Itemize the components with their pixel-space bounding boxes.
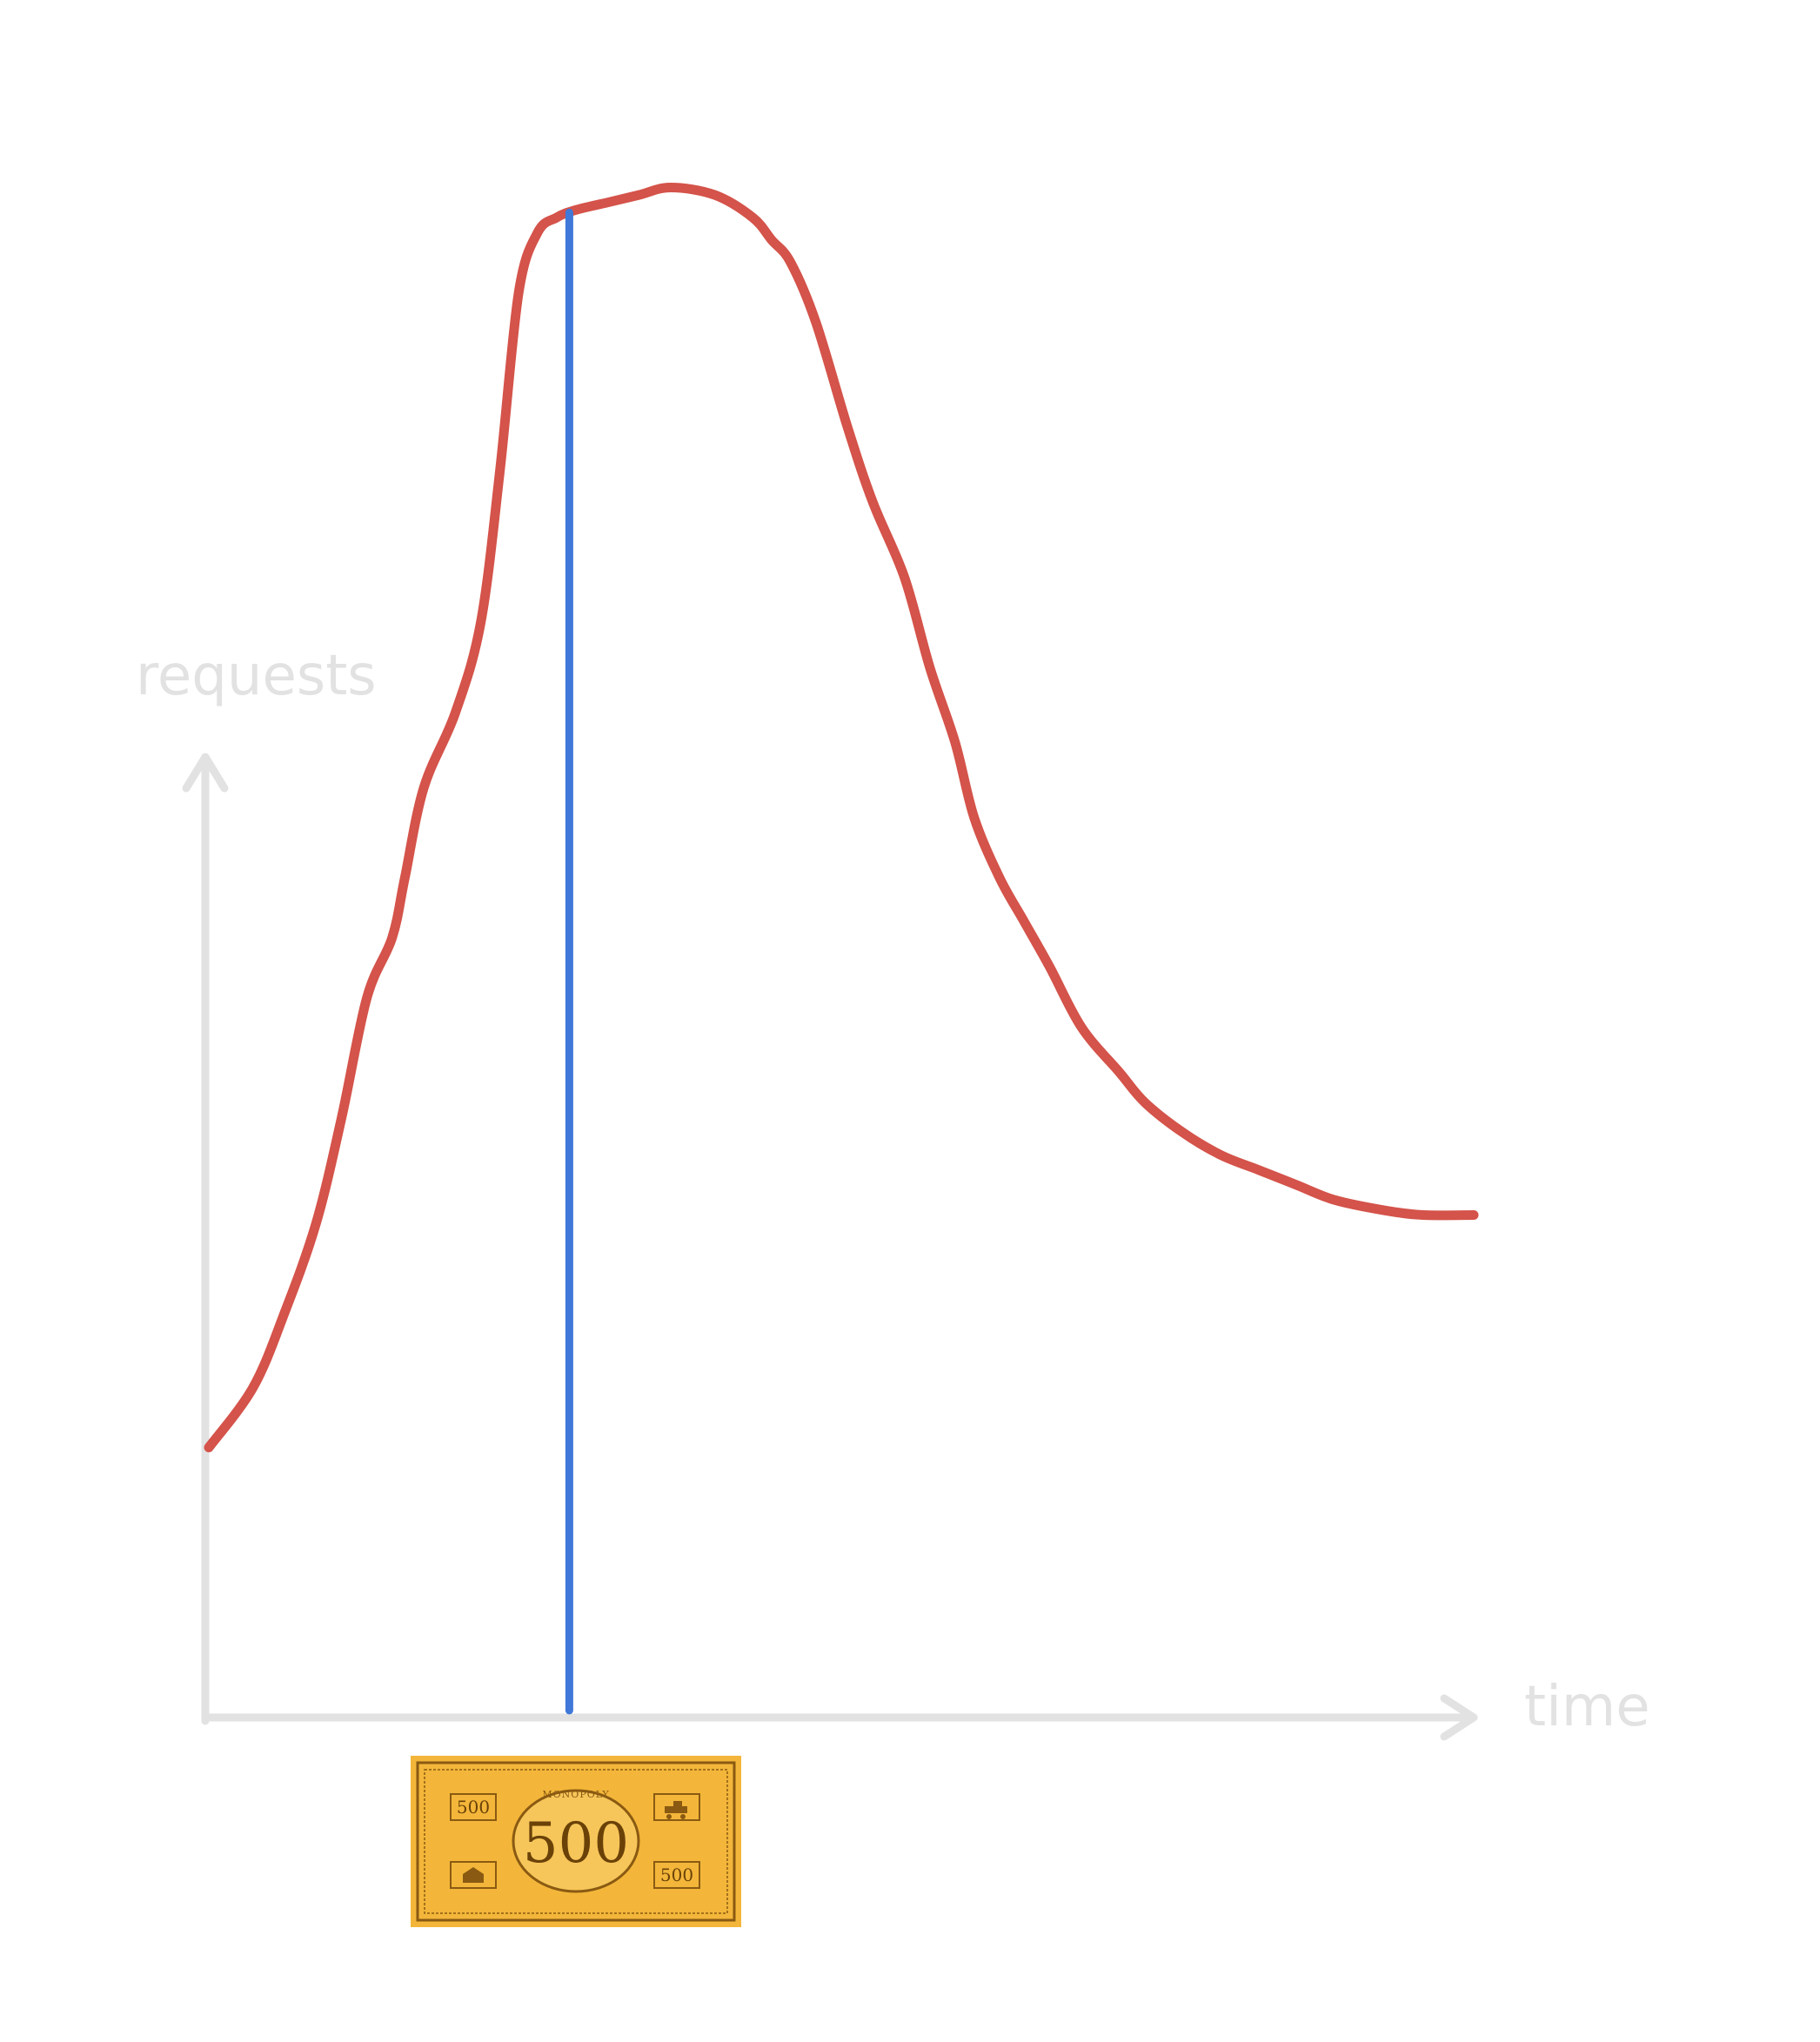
y-axis bbox=[182, 753, 229, 1725]
x-axis-arrowhead bbox=[1440, 1694, 1478, 1741]
x-axis bbox=[201, 1694, 1478, 1741]
bill-border-inner bbox=[424, 1769, 728, 1914]
y-axis-arrowhead bbox=[182, 753, 229, 793]
bill-corner-box-top-left bbox=[450, 1793, 497, 1821]
train-icon bbox=[665, 1801, 687, 1819]
bill-corner-box-bottom-right bbox=[653, 1861, 700, 1889]
bill-center-oval bbox=[512, 1789, 640, 1893]
monopoly-500-bill: MONOPOLY 500 500 500 bbox=[411, 1756, 741, 1927]
series-layer bbox=[204, 183, 1479, 1453]
bill-border-outer bbox=[416, 1761, 736, 1922]
series-line-0 bbox=[204, 183, 1479, 1453]
house-icon bbox=[463, 1867, 484, 1883]
bill-brand: MONOPOLY bbox=[542, 1789, 609, 1800]
bill-icon-box-train bbox=[653, 1793, 700, 1821]
x-axis-label: time bbox=[1524, 1675, 1650, 1739]
bill-value: 500 bbox=[523, 1811, 629, 1876]
bill-icon-box-house bbox=[450, 1861, 497, 1889]
bill-corner-value-bottom-right: 500 bbox=[660, 1865, 693, 1885]
bill-corner-value-top-left: 500 bbox=[457, 1797, 490, 1818]
y-axis-label: requests bbox=[136, 644, 377, 708]
